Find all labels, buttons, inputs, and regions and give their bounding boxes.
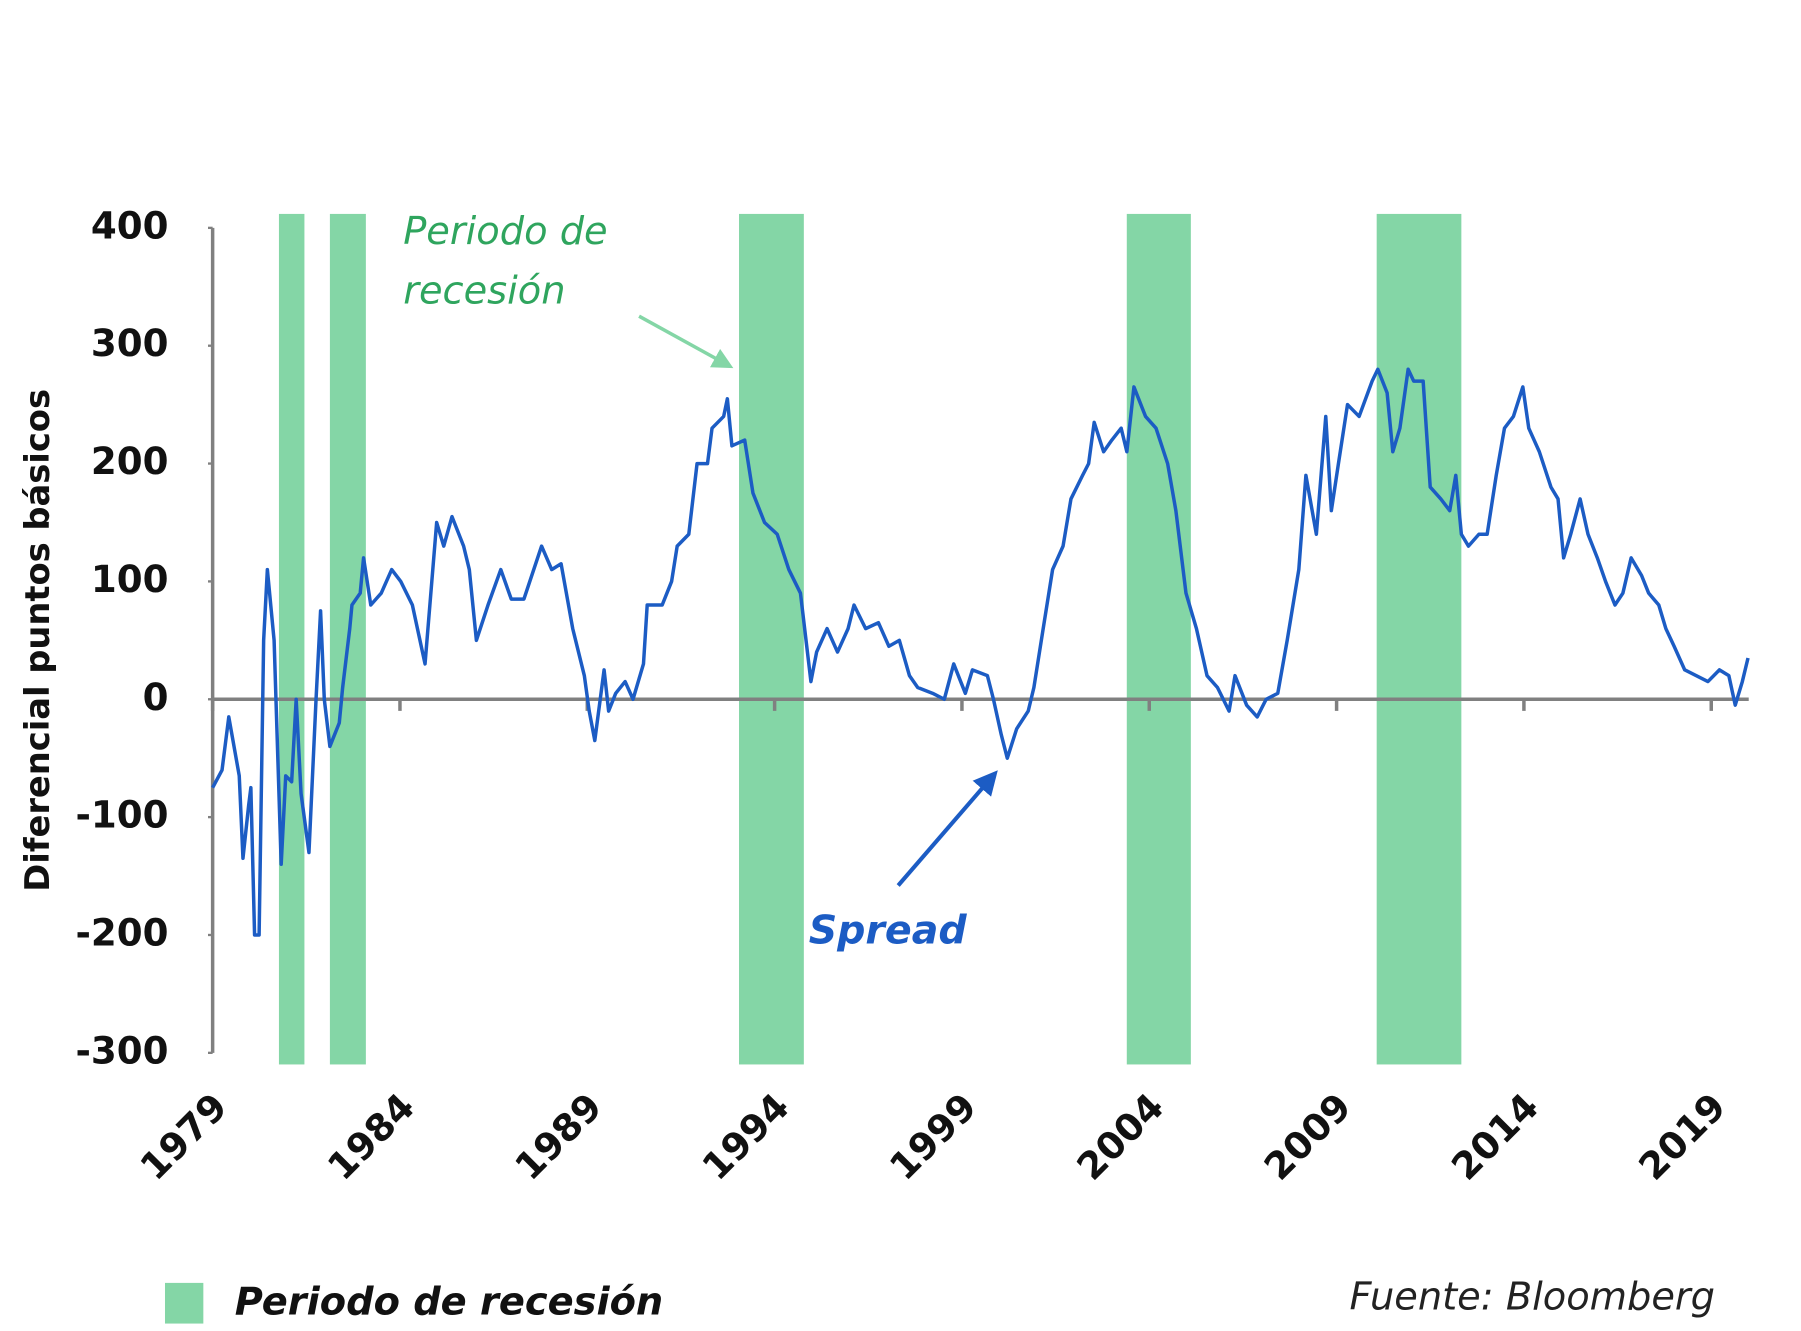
recession-bands	[278, 213, 1462, 1065]
recession-band	[739, 213, 804, 1065]
series-annotation: Spread	[809, 908, 968, 954]
recession-band	[1126, 213, 1191, 1065]
y-tick-label: -100	[75, 793, 168, 837]
series-line	[211, 367, 1750, 937]
x-tick-label: 2019	[1630, 1084, 1734, 1188]
y-tick-label: 400	[91, 203, 169, 247]
y-tick-label: -200	[75, 910, 168, 954]
y-axis-label: Diferencial puntos básicos	[18, 389, 57, 892]
recession-band	[278, 213, 305, 1065]
x-tick-label: 2004	[1068, 1084, 1172, 1188]
annotation-arrow	[896, 770, 998, 887]
y-tick-label: 0	[143, 675, 169, 719]
recession-band	[1376, 213, 1462, 1065]
axes: -300 -200 -100 0 100 200 300 400 1979 1984 1989 199…	[75, 203, 1749, 1189]
y-tick-label: 200	[91, 439, 169, 483]
legend-swatch	[164, 1282, 204, 1324]
x-tick-label: 2014	[1443, 1084, 1547, 1188]
x-tick-label: 1989	[506, 1084, 610, 1188]
x-tick-label: 1984	[319, 1084, 423, 1188]
y-tick-label: -300	[75, 1028, 168, 1072]
annotation: Periodo de	[403, 209, 607, 254]
y-tick-label: 300	[91, 321, 169, 365]
x-tick-label: 2009	[1255, 1084, 1359, 1188]
x-tick-label: 1999	[881, 1084, 985, 1188]
source: Fuente: Bloomberg	[1349, 1275, 1715, 1320]
lines	[211, 367, 1750, 937]
annotation-arrow	[638, 314, 734, 369]
annotation: recesión	[403, 268, 565, 313]
x-tick-label: 1979	[131, 1084, 235, 1188]
y-tick-label: 100	[91, 557, 169, 601]
x-tick-label: 1994	[693, 1084, 797, 1188]
legend-label: Periodo de recesión	[235, 1279, 664, 1324]
